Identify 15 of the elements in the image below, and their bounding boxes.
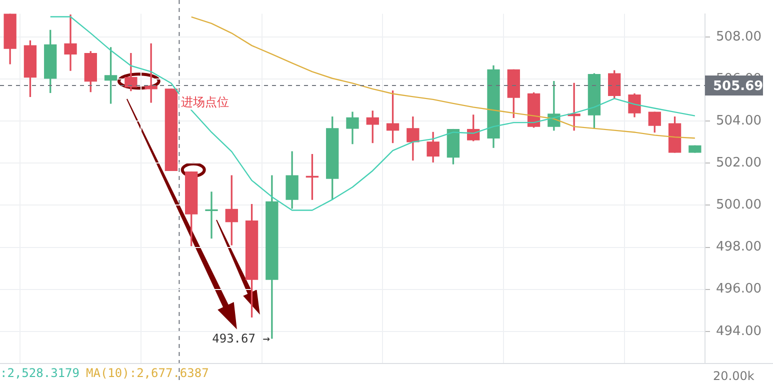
candlestick	[164, 88, 178, 172]
y-tick-label: 496.00	[716, 282, 762, 297]
annotation: 进场点位	[181, 94, 230, 109]
ref-line-label: 505.69	[713, 78, 764, 94]
y-tick-label: 502.00	[716, 156, 762, 171]
y-tick-label: 508.00	[716, 29, 762, 44]
text: 20.00k	[713, 369, 754, 382]
y-tick-label: 494.00	[716, 324, 762, 339]
y-tick-label: 500.00	[716, 198, 762, 213]
annotation: 493.67 →	[212, 331, 270, 346]
y-tick-label: 504.00	[716, 113, 762, 128]
candlestick	[688, 145, 702, 153]
y-tick-label: 498.00	[716, 240, 762, 255]
text: :2,528.3179	[0, 366, 80, 380]
text: MA(10):2,677.6387	[86, 366, 209, 380]
